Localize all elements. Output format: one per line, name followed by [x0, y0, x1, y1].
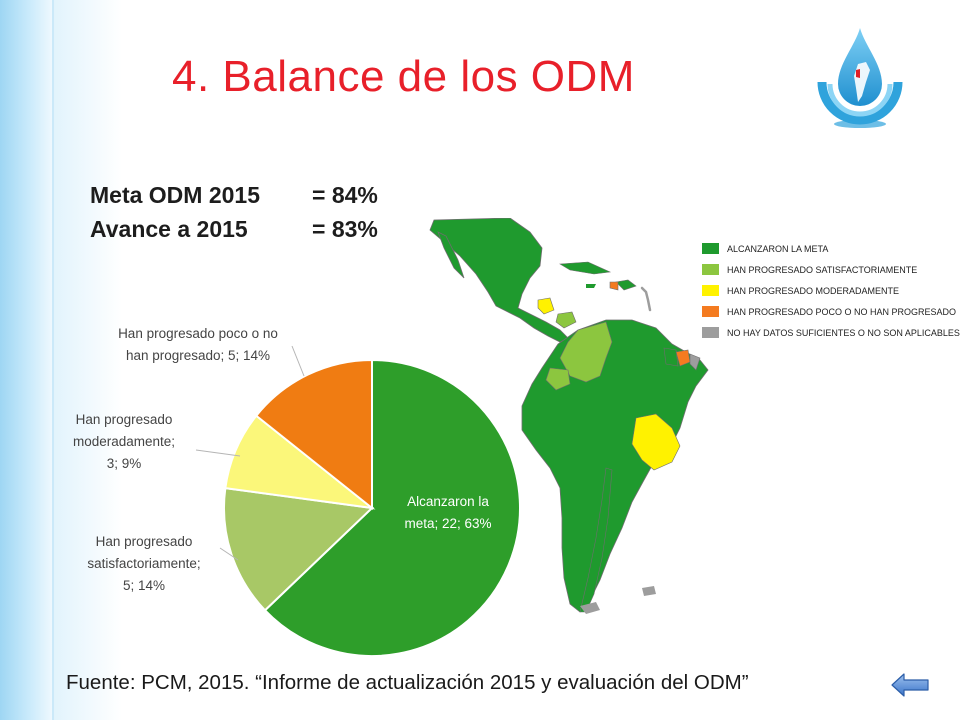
map-region-haiti [609, 281, 619, 291]
pie-slice-label: Han progresado moderadamente; 3; 9% [73, 412, 175, 471]
slide-title: 4. Balance de los ODM [172, 52, 635, 101]
legend-item: HAN PROGRESADO POCO O NO HAN PROGRESADO [702, 301, 960, 322]
legend-label: ALCANZARON LA META [727, 243, 829, 254]
map-region-tierra-del-fuego [580, 602, 600, 614]
source-citation: Fuente: PCM, 2015. “Informe de actualiza… [66, 671, 749, 694]
back-arrow-icon[interactable] [890, 672, 930, 698]
legend-swatch [702, 306, 719, 317]
legend-label: HAN PROGRESADO MODERADAMENTE [727, 285, 900, 296]
map-region-cuba [559, 261, 612, 275]
legend-label: HAN PROGRESADO POCO O NO HAN PROGRESADO [727, 306, 957, 317]
map-region-guyana [663, 347, 679, 367]
pie-slice [254, 358, 373, 511]
legend-item: NO HAY DATOS SUFICIENTES O NO SON APLICA… [702, 322, 960, 343]
avance-row: Avance a 2015 = 83% [90, 212, 378, 246]
map-region-islands [640, 286, 652, 312]
legend-item: HAN PROGRESADO SATISFACTORIAMENTE [702, 259, 960, 280]
legend-label: NO HAY DATOS SUFICIENTES O NO SON APLICA… [727, 327, 960, 338]
map-region-baja [437, 231, 465, 279]
latin-america-map [429, 218, 709, 614]
map-region-south-america [521, 319, 709, 613]
map-region-jamaica [586, 284, 596, 288]
pie-slice-label: Han progresado satisfactoriamente; 5; 14% [87, 534, 200, 593]
map-region-french-guiana [689, 353, 701, 371]
meta-avance-block: Meta ODM 2015 = 84% Avance a 2015 = 83% [90, 178, 378, 246]
pie-leader-line [219, 547, 239, 561]
legend-label: HAN PROGRESADO SATISFACTORIAMENTE [727, 264, 918, 275]
map-region-colombia [559, 321, 613, 383]
pie-slice [223, 487, 375, 612]
map-region-guatemala [537, 297, 555, 315]
legend-swatch [702, 264, 719, 275]
map-region-falklands [642, 586, 656, 596]
map-legend: ALCANZARON LA META HAN PROGRESADO SATISF… [702, 238, 960, 343]
water-drop-map-logo-icon [817, 28, 903, 128]
meta-row: Meta ODM 2015 = 84% [90, 178, 378, 212]
map-region-nicaragua [555, 311, 577, 329]
left-decorative-glow [52, 0, 122, 720]
pie-slice-label: Han progresado poco o no han progresado; … [118, 326, 278, 363]
map-region-ecuador [545, 367, 571, 391]
legend-item: ALCANZARON LA META [702, 238, 960, 259]
meta-value: = 84% [312, 182, 378, 208]
pie-slice [263, 358, 521, 657]
legend-swatch [702, 327, 719, 338]
legend-item: HAN PROGRESADO MODERADAMENTE [702, 280, 960, 301]
pie-slice-label: Alcanzaron la meta; 22; 63% [404, 494, 491, 531]
legend-swatch [702, 243, 719, 254]
avance-label: Avance a 2015 [90, 216, 248, 242]
pie-slices [223, 358, 521, 657]
map-region-hispaniola [615, 279, 637, 291]
meta-label: Meta ODM 2015 [90, 182, 261, 208]
avance-value: = 83% [312, 216, 378, 242]
pie-leader-line [291, 345, 305, 377]
pie-chart: Alcanzaron la meta; 22; 63% Han progresado… [73, 326, 521, 657]
pie-leader-line [195, 449, 241, 457]
legend-swatch [702, 285, 719, 296]
map-region-bolivia [631, 413, 681, 471]
